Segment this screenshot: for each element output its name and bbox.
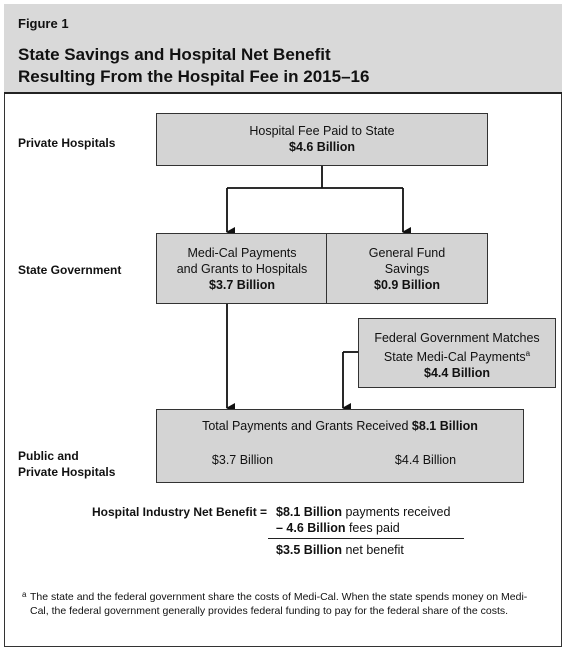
total-label: Total Payments and Grants Received bbox=[202, 419, 409, 433]
box-general-fund-savings: General Fund Savings $0.9 Billion bbox=[326, 233, 488, 304]
medi-cal-line2: and Grants to Hospitals bbox=[176, 262, 308, 276]
footnote: a The state and the federal government s… bbox=[22, 590, 530, 618]
payments-received-amount: $8.1 Billion bbox=[276, 505, 342, 519]
box-federal-match: Federal Government Matches State Medi-Ca… bbox=[358, 318, 556, 388]
general-fund-line2: Savings bbox=[384, 262, 430, 276]
row-label-public-private-line1: Public and bbox=[18, 449, 79, 463]
net-benefit-line-3: $3.5 Billion net benefit bbox=[276, 543, 404, 557]
general-fund-amount: $0.9 Billion bbox=[374, 278, 440, 292]
total-right-value: $4.4 Billion bbox=[394, 453, 457, 467]
row-label-public-private-line2: Private Hospitals bbox=[18, 465, 116, 479]
federal-footnote-mark: a bbox=[525, 349, 531, 358]
net-benefit-text: net benefit bbox=[345, 543, 404, 557]
title-line-2: Resulting From the Hospital Fee in 2015–… bbox=[18, 67, 370, 86]
federal-amount: $4.4 Billion bbox=[424, 366, 490, 381]
net-benefit-label: Hospital Industry Net Benefit = bbox=[92, 505, 268, 519]
federal-line1: Federal Government Matches bbox=[374, 331, 540, 345]
net-benefit-line-1: $8.1 Billion payments received bbox=[276, 505, 450, 519]
fees-paid-amount: – 4.6 Billion bbox=[276, 521, 346, 535]
figure-title: State Savings and Hospital Net Benefit R… bbox=[18, 44, 538, 88]
box-hospital-fee: Hospital Fee Paid to State $4.6 Billion bbox=[156, 113, 488, 166]
box-medi-cal-payments: Medi-Cal Payments and Grants to Hospital… bbox=[156, 233, 328, 304]
medi-cal-amount: $3.7 Billion bbox=[209, 278, 275, 292]
payments-received-text: payments received bbox=[345, 505, 451, 519]
net-benefit-line-2: – 4.6 Billion fees paid bbox=[276, 521, 400, 535]
footnote-text: The state and the federal government sha… bbox=[30, 591, 528, 617]
federal-line2-text: State Medi-Cal Payments bbox=[383, 350, 526, 365]
row-label-private-hospitals: Private Hospitals bbox=[18, 136, 116, 150]
sum-rule bbox=[268, 538, 464, 539]
general-fund-line1: General Fund bbox=[368, 246, 446, 260]
total-amount: $8.1 Billion bbox=[411, 419, 478, 433]
total-left-value: $3.7 Billion bbox=[211, 453, 274, 467]
figure-header: Figure 1 State Savings and Hospital Net … bbox=[4, 4, 562, 94]
row-label-state-government: State Government bbox=[18, 263, 122, 277]
fee-label: Hospital Fee Paid to State bbox=[249, 124, 395, 138]
footnote-mark: a bbox=[22, 590, 27, 599]
figure-label: Figure 1 bbox=[18, 16, 69, 31]
net-benefit-amount: $3.5 Billion bbox=[276, 543, 342, 557]
total-header: Total Payments and Grants Received $8.1 … bbox=[157, 418, 523, 434]
box-total-payments: Total Payments and Grants Received $8.1 … bbox=[156, 409, 524, 483]
federal-line2: State Medi-Cal Paymentsa bbox=[359, 346, 555, 365]
title-line-1: State Savings and Hospital Net Benefit bbox=[18, 45, 331, 64]
fees-paid-text: fees paid bbox=[348, 521, 400, 535]
fee-amount: $4.6 Billion bbox=[289, 140, 355, 154]
medi-cal-line1: Medi-Cal Payments bbox=[187, 246, 297, 260]
row-label-public-private: Public and Private Hospitals bbox=[18, 448, 115, 480]
